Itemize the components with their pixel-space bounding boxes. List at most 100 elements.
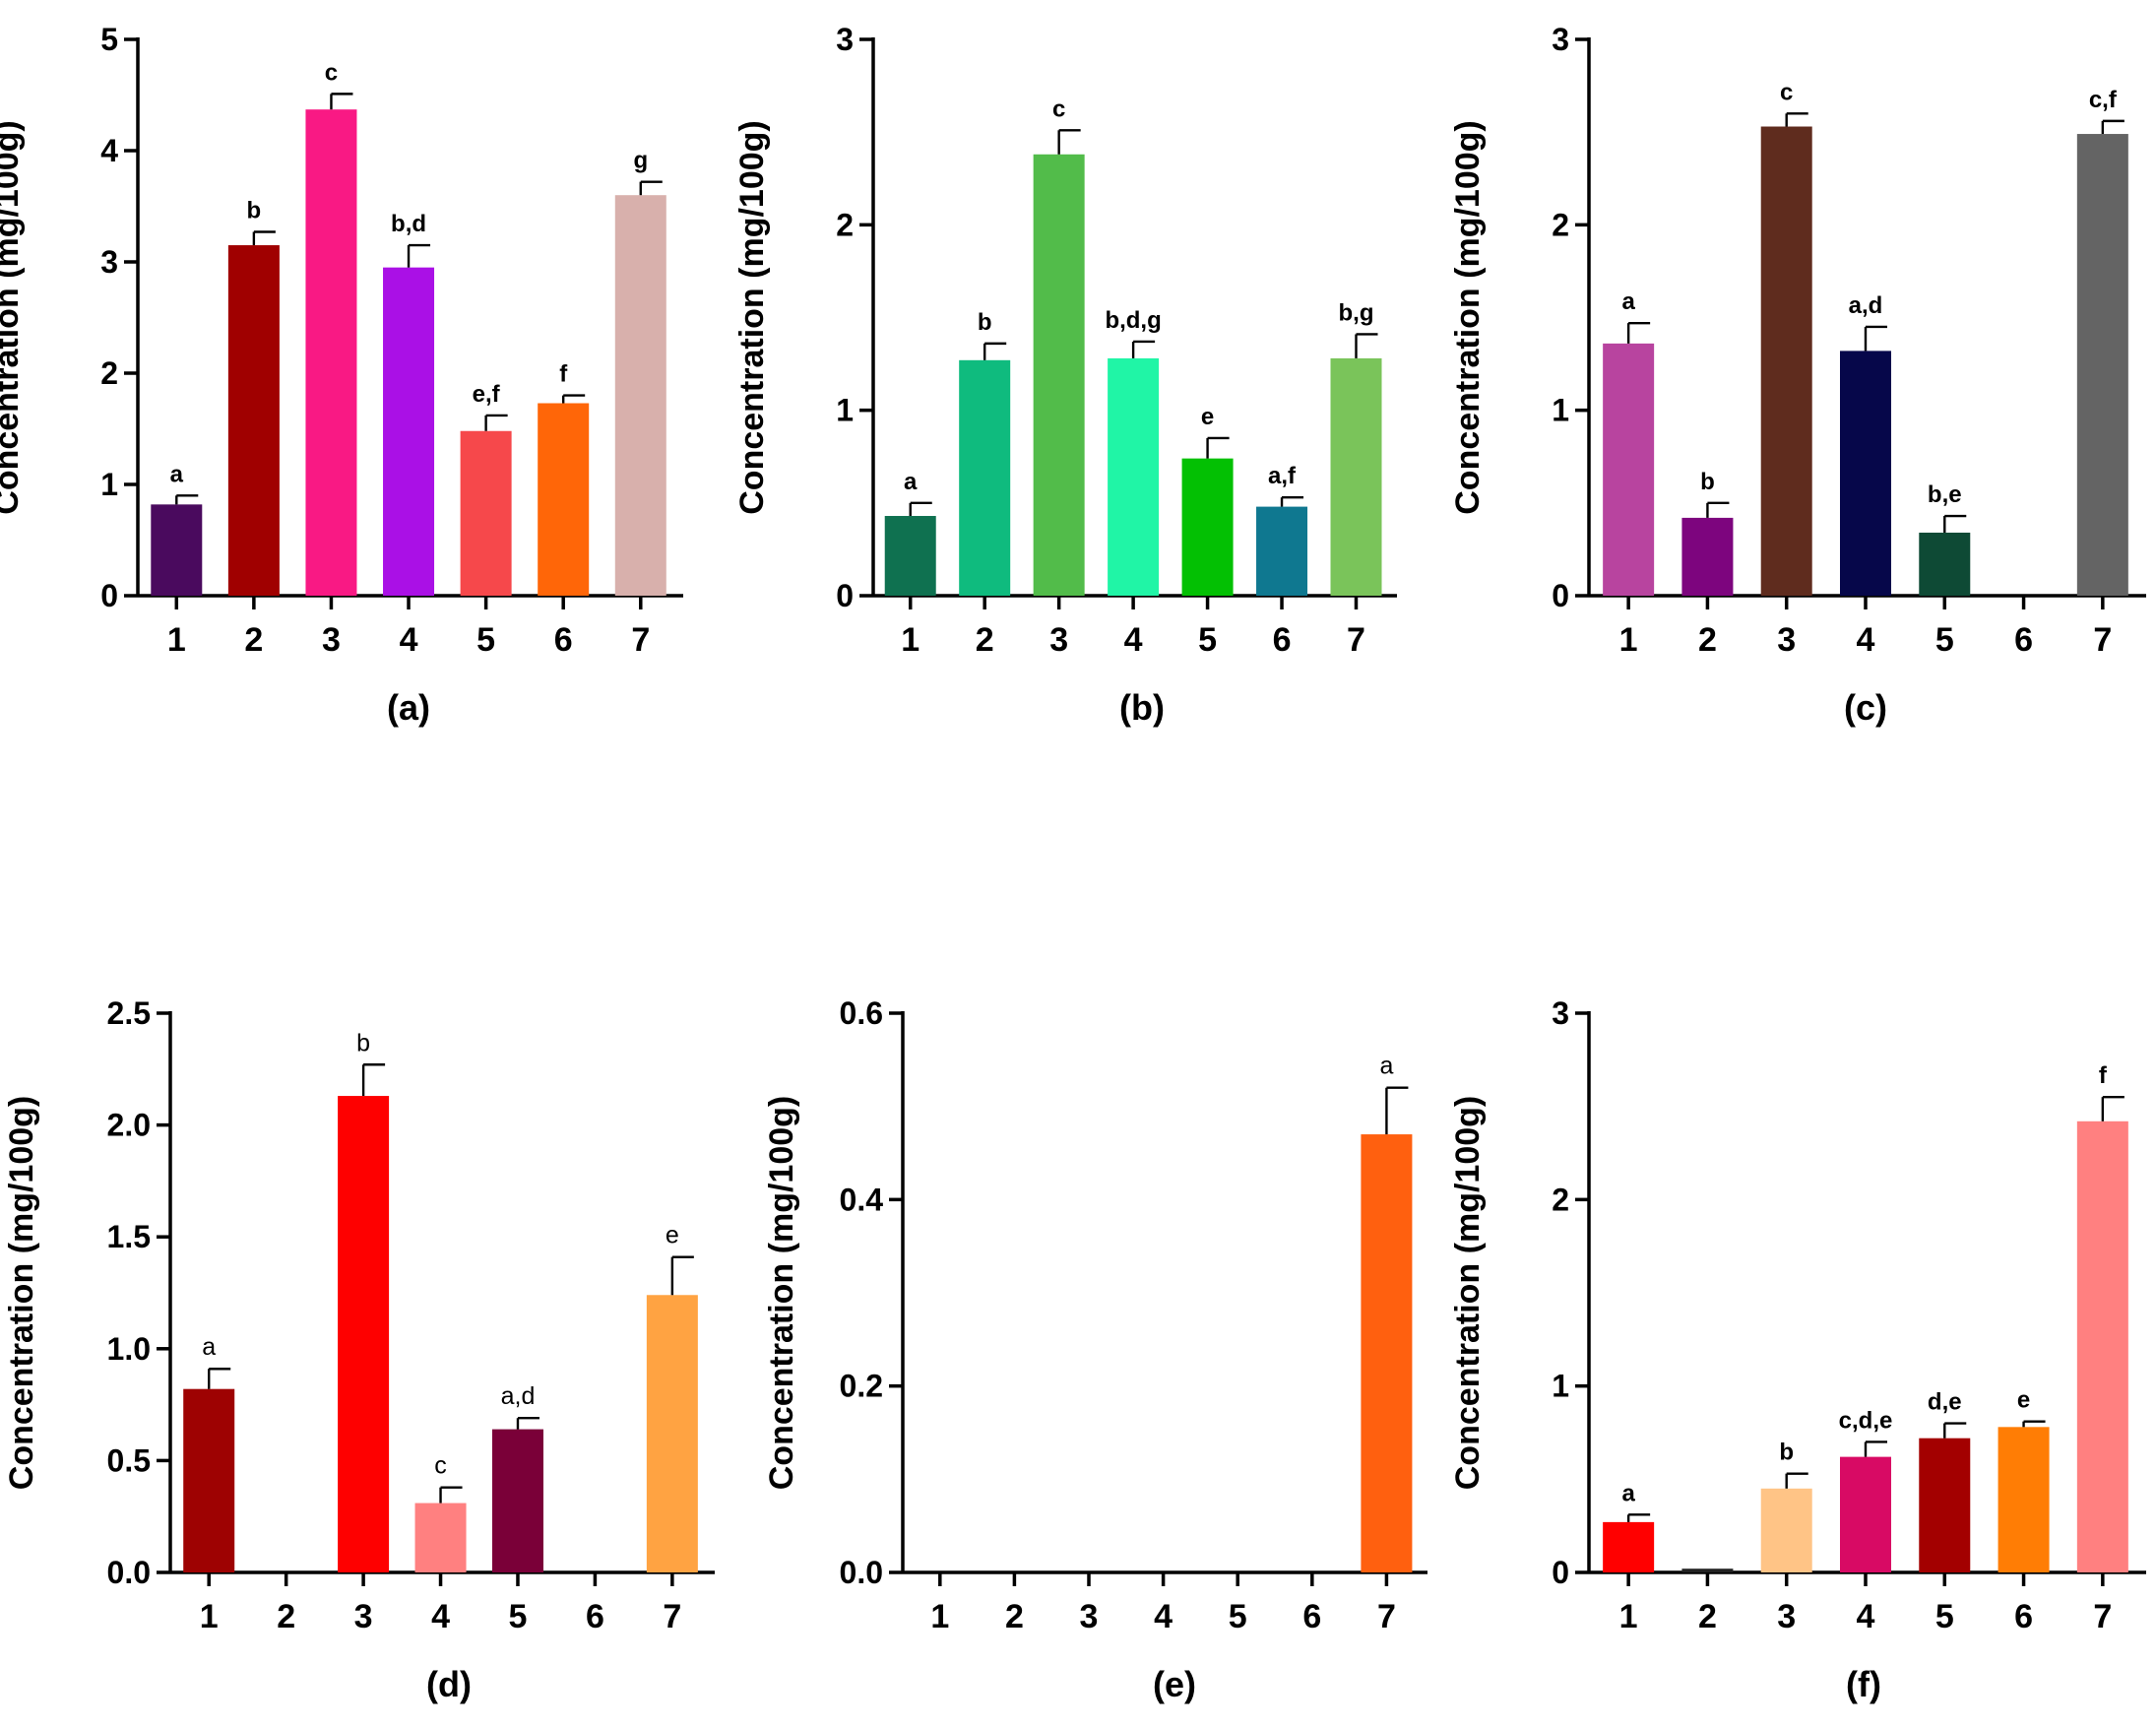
y-tick-label: 1.5 [107,1219,151,1254]
y-tick-label: 2.5 [107,995,151,1031]
x-tick-label: 1 [200,1598,219,1635]
y-axis-label: Concentration (mg/100g) [733,120,771,514]
bar [1330,357,1382,596]
y-axis-label: Concentration (mg/100g) [1449,1096,1487,1490]
y-axis-label: Concentration (mg/100g) [0,120,26,514]
y-tick-label: 0.6 [840,995,883,1031]
bar [2076,134,2128,597]
x-tick-label: 5 [476,621,495,659]
significance-label: b [978,309,992,336]
bar [414,1503,467,1572]
bar [1681,517,1734,596]
bar [959,359,1011,596]
bar [884,516,936,596]
x-tick-label: 7 [2093,621,2112,659]
panel-label: (a) [387,687,430,728]
bar [1681,1568,1734,1572]
x-tick-label: 4 [431,1598,450,1635]
chart-panel: 0.0 0.2 0.4 0.6 Concentration (mg/100g) 1 2 3 4 5… [763,995,1427,1704]
y-tick-label: 1.0 [107,1331,151,1367]
bar [1603,1521,1655,1572]
y-tick-label: 2 [836,207,854,242]
y-axis-label: Concentration (mg/100g) [1449,120,1487,514]
significance-label: a,f [1268,463,1297,489]
x-tick-label: 2 [277,1598,295,1635]
y-tick-label: 2 [100,355,118,391]
chart-panel: 0 1 2 3 Concentration (mg/100g) 1 a 2 3 b 4 c,d,e 5 d… [1449,995,2146,1704]
significance-label: e [666,1222,679,1249]
significance-label: c,d,e [1839,1407,1893,1434]
significance-label: e [1201,404,1214,430]
significance-label: f [559,361,568,388]
x-tick-label: 5 [1935,621,1954,659]
bar [1108,357,1160,596]
x-tick-label: 2 [1698,621,1717,659]
significance-label: b,d,g [1105,307,1161,334]
y-tick-label: 3 [836,22,854,57]
significance-label: a [1621,288,1635,315]
x-tick-label: 7 [1347,621,1365,659]
significance-label: a [170,461,184,487]
bar [1839,351,1891,596]
significance-label: b [1779,1440,1794,1466]
chart-panel: 0 1 2 3 4 5 Concentration (mg/100g) 1 a 2 b 3 c 4 b,d 5… [0,22,683,728]
bar [1181,458,1234,596]
x-tick-label: 3 [1777,621,1796,659]
x-tick-label: 5 [509,1598,528,1635]
significance-label: a [202,1333,216,1361]
significance-label: b [247,197,262,224]
x-tick-label: 2 [1698,1598,1717,1635]
y-tick-label: 3 [100,244,118,280]
x-tick-label: 7 [1377,1598,1396,1635]
y-tick-label: 0 [836,578,854,613]
x-tick-label: 4 [1154,1598,1173,1635]
y-tick-label: 0.0 [840,1555,883,1590]
y-tick-label: 3 [1552,22,1569,57]
bar [614,195,666,596]
bar [1839,1456,1891,1572]
x-tick-label: 6 [586,1598,604,1635]
y-tick-label: 1 [836,393,854,428]
y-tick-label: 1 [100,467,118,502]
bar [183,1388,235,1572]
significance-label: c [1780,79,1793,105]
bar [646,1295,698,1572]
y-tick-label: 0.5 [107,1442,151,1478]
y-axis-label: Concentration (mg/100g) [763,1096,800,1490]
bar [1603,343,1655,596]
significance-label: a [1379,1053,1393,1080]
chart-panel: 0.0 0.5 1.0 1.5 2.0 2.5 Concentration (mg/100g… [3,995,715,1704]
bar [383,267,435,596]
significance-label: d,e [1928,1389,1962,1416]
bar [1760,1488,1812,1572]
y-tick-label: 0.2 [840,1369,883,1404]
bar [491,1429,543,1572]
x-tick-label: 5 [1935,1598,1954,1635]
bar [1361,1134,1413,1572]
x-tick-label: 6 [2014,1598,2033,1635]
x-tick-label: 4 [1124,621,1143,659]
bar [1256,506,1308,596]
bar [460,430,512,596]
x-tick-label: 1 [1619,1598,1638,1635]
x-tick-label: 3 [1049,621,1068,659]
chart-panel: 0 1 2 3 Concentration (mg/100g) 1 a 2 b 3 c 4 b,d,g 5… [733,22,1397,728]
bar [2076,1120,2128,1572]
significance-label: b,e [1928,481,1962,508]
significance-label: b [356,1029,370,1056]
significance-label: b,g [1338,299,1373,326]
significance-label: f [2099,1062,2108,1089]
y-tick-label: 2 [1552,1182,1569,1217]
bar [538,403,590,596]
significance-label: b,d [391,211,426,237]
y-tick-label: 1 [1552,1369,1569,1404]
significance-label: c [1052,96,1065,122]
bar [227,245,280,597]
panel-label: (c) [1844,687,1887,728]
y-tick-label: 4 [100,133,118,168]
bar [1033,154,1085,596]
y-tick-label: 1 [1552,393,1569,428]
bar [1919,1438,1971,1572]
x-tick-label: 3 [354,1598,373,1635]
significance-label: a [904,469,918,495]
